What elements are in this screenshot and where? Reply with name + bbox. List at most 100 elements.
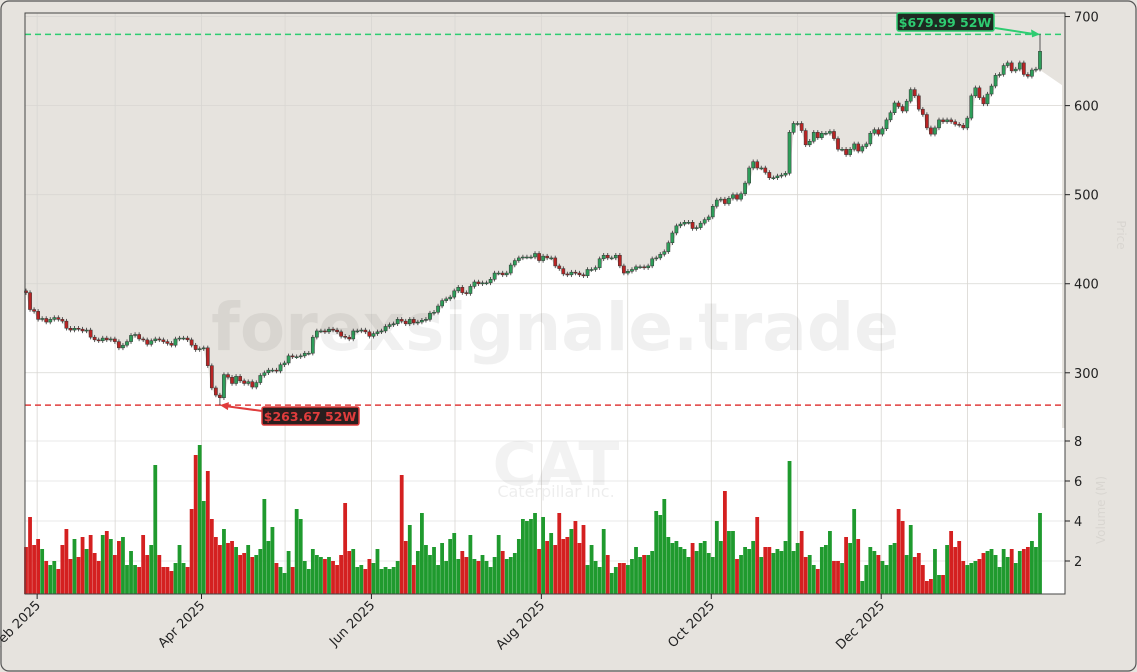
volume-bar: [961, 561, 966, 594]
candle-body: [807, 140, 812, 146]
candle-body: [100, 337, 105, 341]
candle-body: [969, 95, 974, 119]
candle-body: [444, 298, 448, 301]
low-52w-badge: [261, 406, 360, 426]
volume-bar: [872, 551, 877, 594]
candle-body: [690, 222, 695, 229]
volume-bar: [953, 547, 958, 594]
volume-bar: [266, 541, 271, 594]
volume-bar: [569, 529, 574, 594]
high-arrow: [994, 27, 1037, 36]
candle-body: [181, 337, 186, 340]
candle-body: [613, 254, 618, 259]
volume-bar: [844, 537, 848, 594]
candle-body: [399, 319, 404, 322]
candle-body: [335, 329, 339, 333]
candle-body: [662, 251, 667, 255]
candle-body: [428, 312, 432, 320]
volume-bar: [521, 519, 525, 594]
volume-bar: [981, 553, 986, 594]
candle-body: [246, 381, 251, 384]
candle-body: [230, 376, 234, 384]
volume-bar: [605, 555, 610, 594]
candle-body: [908, 89, 913, 102]
volume-bar: [456, 559, 461, 594]
candle-body: [553, 257, 558, 267]
candle-body: [266, 369, 271, 374]
candle-body: [76, 328, 81, 330]
candle-body: [634, 266, 638, 270]
volume-bar: [88, 535, 93, 594]
candle-body: [561, 268, 566, 275]
volume-bar: [319, 557, 323, 594]
volume-bar: [371, 563, 376, 594]
volume-bar: [448, 539, 453, 594]
candle-body: [1017, 62, 1022, 70]
candle-body: [698, 222, 703, 228]
volume-bar: [949, 531, 954, 594]
volume-bar: [181, 563, 186, 594]
volume-bar: [363, 569, 368, 594]
candle-body: [795, 123, 800, 125]
company-watermark: Caterpillar Inc.: [497, 482, 614, 501]
candle-body: [113, 338, 117, 342]
volume-bar: [525, 521, 529, 594]
candle-body: [60, 319, 65, 322]
candle-body: [747, 167, 751, 184]
candle-body: [294, 356, 299, 359]
candle-body: [719, 198, 723, 201]
volume-bar: [670, 543, 675, 594]
volume-bar: [375, 549, 380, 594]
annotations: $679.99 52W $263.67 52W: [219, 12, 1040, 426]
candle-body: [448, 296, 453, 300]
candle-body: [529, 256, 533, 259]
volume-bar: [472, 559, 477, 594]
candle-body: [521, 256, 525, 259]
volume-bar: [310, 549, 315, 594]
volume-bar: [1034, 547, 1038, 594]
volume-bar: [852, 509, 857, 594]
volume-bar: [747, 549, 752, 594]
candle-body: [723, 198, 727, 204]
candle-body: [763, 167, 768, 173]
volume-bar: [1030, 541, 1034, 594]
volume-bar: [173, 563, 178, 594]
candle-body: [28, 292, 32, 310]
volume-bar: [367, 559, 372, 594]
volume-bar: [1017, 551, 1022, 594]
volume-bar: [731, 531, 735, 594]
volume-bar: [36, 539, 41, 594]
candle-body: [642, 266, 646, 269]
candle-body: [169, 343, 174, 346]
volume-bar: [40, 549, 45, 594]
volume-bar: [76, 557, 81, 594]
candle-body: [658, 254, 663, 259]
candle-body: [743, 182, 747, 195]
volume-bar: [209, 519, 214, 594]
volume-bar: [876, 555, 881, 594]
candle-body: [957, 124, 962, 126]
volume-bar: [896, 509, 901, 594]
watermark-text: forexsignale.trade: [211, 289, 899, 366]
volume-bar: [56, 569, 61, 594]
volume-bar: [686, 557, 691, 594]
volume-bar: [189, 509, 194, 594]
candle-body: [654, 257, 659, 260]
candle-body: [1026, 74, 1030, 77]
candle-body: [189, 339, 194, 346]
volume-bar: [739, 555, 743, 594]
candle-body: [157, 338, 162, 341]
candle-body: [759, 167, 764, 170]
candle-body: [912, 89, 917, 97]
candle-body: [1005, 62, 1010, 66]
candle-body: [201, 347, 206, 350]
volume-bar: [892, 543, 897, 594]
volume-bar: [512, 553, 517, 594]
volume-bar: [314, 555, 319, 594]
volume-bar: [815, 569, 820, 594]
volume-bar: [751, 541, 756, 594]
volume-tick-label: 6: [1074, 475, 1082, 490]
volume-bar: [621, 563, 626, 594]
candle-body: [973, 87, 978, 97]
volume-bar: [888, 545, 893, 594]
